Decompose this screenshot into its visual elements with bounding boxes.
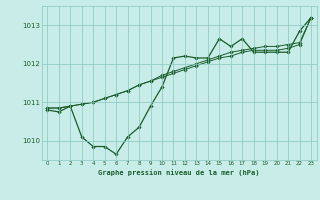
X-axis label: Graphe pression niveau de la mer (hPa): Graphe pression niveau de la mer (hPa)	[99, 169, 260, 176]
